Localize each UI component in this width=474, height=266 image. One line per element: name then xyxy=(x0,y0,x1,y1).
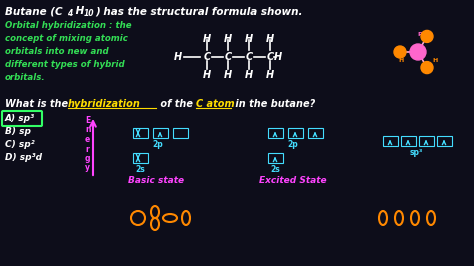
Text: Basic state: Basic state xyxy=(128,176,184,185)
Text: D) sp³d: D) sp³d xyxy=(5,153,42,162)
Text: hybridization: hybridization xyxy=(68,99,141,109)
Text: y: y xyxy=(85,164,90,172)
Text: C: C xyxy=(224,52,232,62)
Bar xyxy=(401,136,416,146)
Text: Excited State: Excited State xyxy=(259,176,327,185)
Text: H: H xyxy=(224,34,232,44)
Text: 2p: 2p xyxy=(288,140,298,149)
Bar xyxy=(383,136,398,146)
Text: C: C xyxy=(203,52,210,62)
Circle shape xyxy=(394,46,406,58)
Text: C atom: C atom xyxy=(196,99,235,109)
Text: 2s: 2s xyxy=(135,165,145,174)
Text: in the butane?: in the butane? xyxy=(232,99,315,109)
Text: 2s: 2s xyxy=(270,165,280,174)
Text: What is the: What is the xyxy=(5,99,72,109)
Text: orbitals into new and: orbitals into new and xyxy=(5,47,109,56)
Text: of the: of the xyxy=(157,99,196,109)
Text: H: H xyxy=(398,58,404,63)
Text: concept of mixing atomic: concept of mixing atomic xyxy=(5,34,128,43)
Text: H: H xyxy=(432,58,438,63)
Bar xyxy=(153,128,168,138)
Text: 10: 10 xyxy=(84,9,94,18)
Bar xyxy=(133,128,148,138)
Text: R: R xyxy=(418,32,422,37)
Text: g: g xyxy=(85,154,91,163)
Text: A) sp³: A) sp³ xyxy=(5,114,35,123)
Circle shape xyxy=(421,62,433,74)
Text: sp³: sp³ xyxy=(410,148,423,157)
Bar xyxy=(268,153,283,163)
Text: C: C xyxy=(246,52,253,62)
Text: C) sp²: C) sp² xyxy=(5,140,35,149)
Text: H: H xyxy=(266,34,274,44)
Text: ) has the structural formula shown.: ) has the structural formula shown. xyxy=(95,6,302,16)
Bar xyxy=(173,128,188,138)
Text: H: H xyxy=(72,6,84,16)
Bar xyxy=(288,128,303,138)
Text: e: e xyxy=(85,135,90,144)
Text: r: r xyxy=(85,144,89,153)
Text: Orbital hybridization : the: Orbital hybridization : the xyxy=(5,21,132,30)
Text: H: H xyxy=(266,70,274,80)
Text: H: H xyxy=(203,70,211,80)
Bar xyxy=(308,128,323,138)
Bar xyxy=(419,136,434,146)
Text: 4: 4 xyxy=(67,9,72,18)
Text: H: H xyxy=(203,34,211,44)
Text: orbitals.: orbitals. xyxy=(5,73,46,82)
Text: E: E xyxy=(85,116,90,125)
Text: H: H xyxy=(245,34,253,44)
Text: H: H xyxy=(174,52,182,62)
Bar xyxy=(133,153,148,163)
Text: H: H xyxy=(224,70,232,80)
Text: B) sp: B) sp xyxy=(5,127,31,136)
Bar xyxy=(437,136,452,146)
Text: C: C xyxy=(266,52,273,62)
Text: 2p: 2p xyxy=(153,140,164,149)
Text: H: H xyxy=(245,70,253,80)
Bar xyxy=(268,128,283,138)
Text: different types of hybrid: different types of hybrid xyxy=(5,60,125,69)
Text: Butane (C: Butane (C xyxy=(5,6,63,16)
Text: H: H xyxy=(274,52,282,62)
Circle shape xyxy=(421,30,433,42)
Circle shape xyxy=(410,44,426,60)
Text: n: n xyxy=(85,126,91,135)
